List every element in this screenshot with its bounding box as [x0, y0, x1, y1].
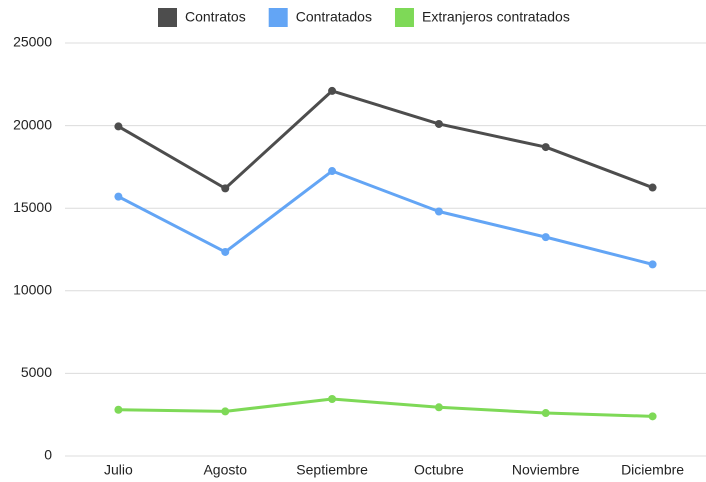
point — [221, 407, 230, 416]
legend-swatch — [394, 8, 414, 27]
point — [114, 405, 123, 414]
point — [541, 409, 550, 418]
point — [114, 122, 123, 131]
x-tick-label: Diciembre — [621, 462, 684, 478]
point — [541, 143, 550, 152]
y-tick-label: 25000 — [13, 34, 52, 50]
point — [541, 233, 550, 242]
y-tick-label: 5000 — [21, 364, 52, 380]
point — [221, 184, 230, 193]
point — [648, 412, 657, 421]
series-line — [117, 169, 653, 266]
x-tick-label: Noviembre — [512, 462, 580, 478]
series-line — [118, 397, 653, 418]
legend-label: Extranjeros contratados — [422, 9, 570, 25]
y-tick-label: 15000 — [13, 199, 52, 215]
point — [114, 192, 123, 201]
point — [434, 207, 443, 216]
y-tick-label: 0 — [44, 447, 52, 463]
point — [648, 183, 657, 192]
point — [434, 403, 443, 412]
y-tick-label: 10000 — [13, 282, 52, 298]
legend-label: Contratos — [185, 9, 246, 25]
point — [648, 260, 657, 269]
point — [328, 395, 337, 404]
legend-swatch — [268, 8, 288, 27]
series-line — [117, 89, 654, 190]
y-tick-label: 20000 — [13, 116, 52, 132]
x-tick-label: Octubre — [414, 462, 464, 478]
point — [328, 86, 337, 95]
point — [221, 247, 230, 256]
point — [434, 119, 443, 128]
x-tick-label: Septiembre — [296, 462, 368, 478]
x-tick-label: Julio — [104, 462, 133, 478]
legend-label: Contratados — [296, 9, 372, 25]
legend-swatch — [158, 8, 177, 27]
point — [328, 167, 337, 176]
x-tick-label: Agosto — [203, 462, 247, 478]
